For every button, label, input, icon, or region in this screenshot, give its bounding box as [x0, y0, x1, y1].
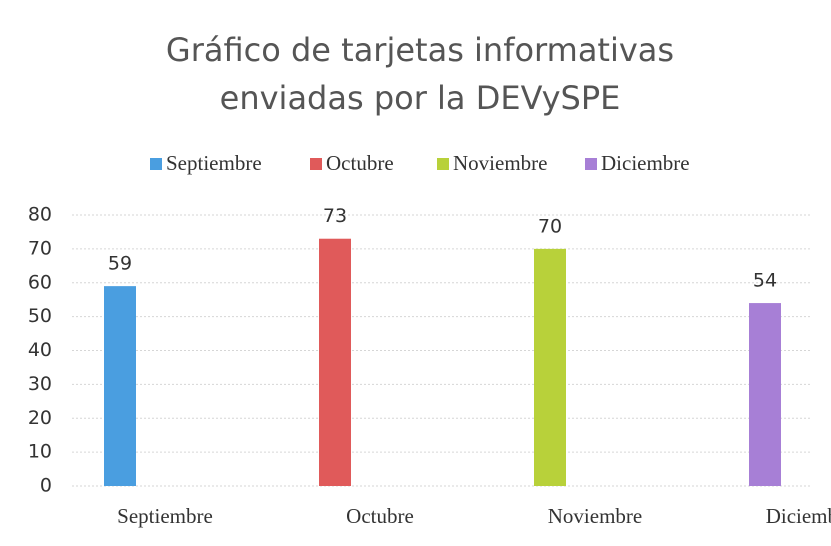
legend-swatch: [310, 158, 322, 170]
bar: [319, 238, 351, 486]
y-tick-label: 20: [28, 407, 52, 429]
legend-swatch: [437, 158, 449, 170]
y-tick-label: 30: [28, 373, 52, 395]
bar: [534, 248, 566, 486]
bar: [749, 303, 781, 486]
legend-label: Septiembre: [166, 151, 262, 175]
chart-title: Gráfico de tarjetas informativas: [166, 31, 674, 69]
legend-swatch: [585, 158, 597, 170]
data-label: 73: [323, 205, 347, 227]
chart-title: enviadas por la DEVySPE: [220, 79, 621, 117]
x-tick-label: Septiembre: [117, 504, 213, 528]
y-tick-label: 0: [40, 475, 52, 497]
y-tick-label: 60: [28, 271, 52, 293]
x-tick-label: Noviembre: [548, 504, 642, 528]
data-label: 70: [538, 215, 562, 237]
y-tick-label: 40: [28, 339, 52, 361]
x-tick-label: Diciembre: [766, 504, 831, 528]
y-tick-label: 10: [28, 441, 52, 463]
y-tick-label: 70: [28, 237, 52, 259]
legend-label: Noviembre: [453, 151, 547, 175]
legend-label: Diciembre: [601, 151, 690, 175]
data-label: 54: [753, 270, 777, 292]
bar: [104, 286, 136, 486]
data-label: 59: [108, 253, 132, 275]
legend-swatch: [150, 158, 162, 170]
y-tick-label: 50: [28, 305, 52, 327]
y-tick-label: 80: [28, 204, 52, 226]
legend-label: Octubre: [326, 151, 394, 175]
x-tick-label: Octubre: [346, 504, 414, 528]
